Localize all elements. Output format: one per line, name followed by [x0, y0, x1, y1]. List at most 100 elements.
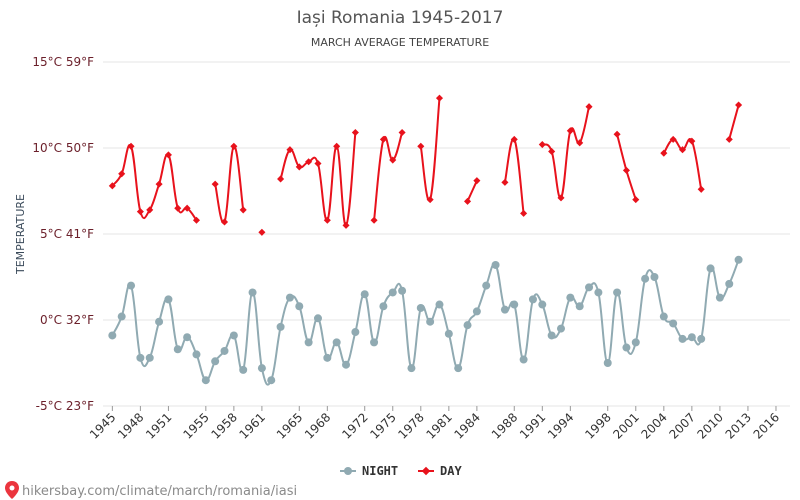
night-point-1985[interactable] — [482, 281, 491, 290]
night-point-1960[interactable] — [248, 288, 257, 297]
day-point-1970[interactable] — [342, 221, 350, 229]
night-point-1977[interactable] — [407, 364, 416, 373]
day-point-1971[interactable] — [351, 128, 359, 137]
day-point-1952[interactable] — [174, 204, 182, 212]
night-point-1974[interactable] — [379, 302, 388, 311]
day-point-2012[interactable] — [735, 101, 743, 109]
day-point-1949[interactable] — [146, 206, 154, 214]
night-point-1983[interactable] — [463, 321, 472, 330]
night-point-1953[interactable] — [183, 333, 192, 342]
day-point-2006[interactable] — [678, 146, 687, 154]
night-point-1968[interactable] — [323, 353, 332, 362]
night-point-1998[interactable] — [603, 359, 612, 367]
day-point-1966[interactable] — [305, 158, 313, 166]
day-point-2001[interactable] — [632, 196, 640, 204]
night-point-2005[interactable] — [669, 319, 678, 328]
day-point-2005[interactable] — [669, 135, 677, 143]
night-point-1955[interactable] — [201, 376, 210, 385]
day-point-1969[interactable] — [333, 142, 341, 150]
night-point-1973[interactable] — [370, 338, 379, 347]
day-point-1991[interactable] — [538, 141, 546, 149]
night-point-1966[interactable] — [304, 338, 313, 347]
night-point-1963[interactable] — [276, 322, 285, 331]
night-point-2010[interactable] — [715, 293, 724, 302]
night-point-2002[interactable] — [641, 274, 650, 283]
day-point-2007[interactable] — [688, 137, 696, 145]
day-point-1950[interactable] — [155, 180, 163, 188]
night-point-1972[interactable] — [360, 290, 369, 299]
legend-item-day[interactable]: DAY — [418, 464, 462, 478]
night-point-2009[interactable] — [706, 264, 715, 273]
night-point-1971[interactable] — [351, 328, 360, 337]
night-point-1996[interactable] — [585, 283, 594, 292]
night-point-1959[interactable] — [239, 365, 248, 374]
night-point-2003[interactable] — [650, 273, 659, 281]
night-point-1957[interactable] — [220, 346, 229, 355]
day-point-2011[interactable] — [725, 135, 733, 143]
night-point-1984[interactable] — [472, 307, 481, 316]
day-point-1989[interactable] — [520, 209, 528, 217]
night-point-2000[interactable] — [622, 343, 631, 352]
day-point-1992[interactable] — [548, 147, 556, 155]
night-point-2007[interactable] — [687, 333, 696, 342]
night-point-1997[interactable] — [594, 288, 603, 297]
day-point-1963[interactable] — [277, 175, 285, 183]
day-point-1964[interactable] — [286, 146, 294, 154]
night-point-1993[interactable] — [557, 324, 565, 333]
day-point-1995[interactable] — [576, 139, 584, 147]
night-point-1979[interactable] — [426, 317, 435, 326]
night-point-1958[interactable] — [229, 331, 238, 340]
day-point-1983[interactable] — [463, 197, 472, 205]
day-point-1968[interactable] — [323, 216, 331, 224]
day-point-2008[interactable] — [697, 185, 705, 193]
day-point-1993[interactable] — [557, 194, 565, 202]
night-point-1990[interactable] — [528, 295, 537, 304]
day-point-1958[interactable] — [230, 142, 238, 150]
legend-item-night[interactable]: NIGHT — [340, 464, 398, 478]
night-point-1952[interactable] — [173, 345, 182, 354]
night-point-1947[interactable] — [127, 281, 136, 290]
night-point-1946[interactable] — [117, 312, 126, 321]
night-point-1954[interactable] — [192, 350, 201, 359]
night-point-1995[interactable] — [575, 302, 584, 311]
day-point-1987[interactable] — [501, 178, 509, 186]
day-point-1975[interactable] — [389, 156, 397, 164]
day-point-1967[interactable] — [314, 159, 322, 168]
day-point-1978[interactable] — [417, 142, 425, 150]
day-point-1954[interactable] — [192, 216, 201, 224]
day-point-2004[interactable] — [660, 149, 668, 157]
day-point-1947[interactable] — [127, 142, 135, 150]
night-point-2001[interactable] — [631, 338, 640, 347]
night-point-1991[interactable] — [538, 300, 547, 309]
night-point-1970[interactable] — [342, 360, 351, 369]
day-point-1948[interactable] — [136, 208, 144, 216]
day-point-1946[interactable] — [118, 170, 126, 178]
day-point-1973[interactable] — [370, 216, 378, 224]
day-point-1999[interactable] — [613, 130, 621, 138]
night-point-1986[interactable] — [491, 260, 500, 269]
night-point-1980[interactable] — [435, 300, 444, 309]
night-point-1964[interactable] — [285, 293, 294, 302]
day-point-1959[interactable] — [239, 206, 247, 214]
night-point-1999[interactable] — [613, 288, 622, 297]
night-point-1962[interactable] — [267, 376, 276, 385]
day-point-1980[interactable] — [435, 94, 444, 102]
day-point-1994[interactable] — [566, 127, 574, 135]
day-point-1957[interactable] — [220, 218, 229, 226]
night-point-2006[interactable] — [678, 334, 687, 343]
night-point-1967[interactable] — [313, 314, 322, 323]
night-point-1969[interactable] — [332, 338, 341, 347]
night-point-1975[interactable] — [388, 288, 397, 297]
night-point-1981[interactable] — [444, 329, 453, 338]
night-point-1994[interactable] — [566, 293, 575, 302]
day-point-1988[interactable] — [510, 135, 518, 143]
day-point-1961[interactable] — [258, 228, 266, 236]
night-point-1978[interactable] — [416, 303, 425, 312]
night-point-1992[interactable] — [547, 331, 556, 340]
night-point-1965[interactable] — [295, 302, 304, 311]
night-point-1987[interactable] — [500, 305, 509, 314]
night-point-1950[interactable] — [155, 317, 164, 326]
night-point-1982[interactable] — [454, 364, 463, 373]
day-point-1945[interactable] — [108, 182, 116, 190]
night-point-2011[interactable] — [725, 279, 734, 288]
